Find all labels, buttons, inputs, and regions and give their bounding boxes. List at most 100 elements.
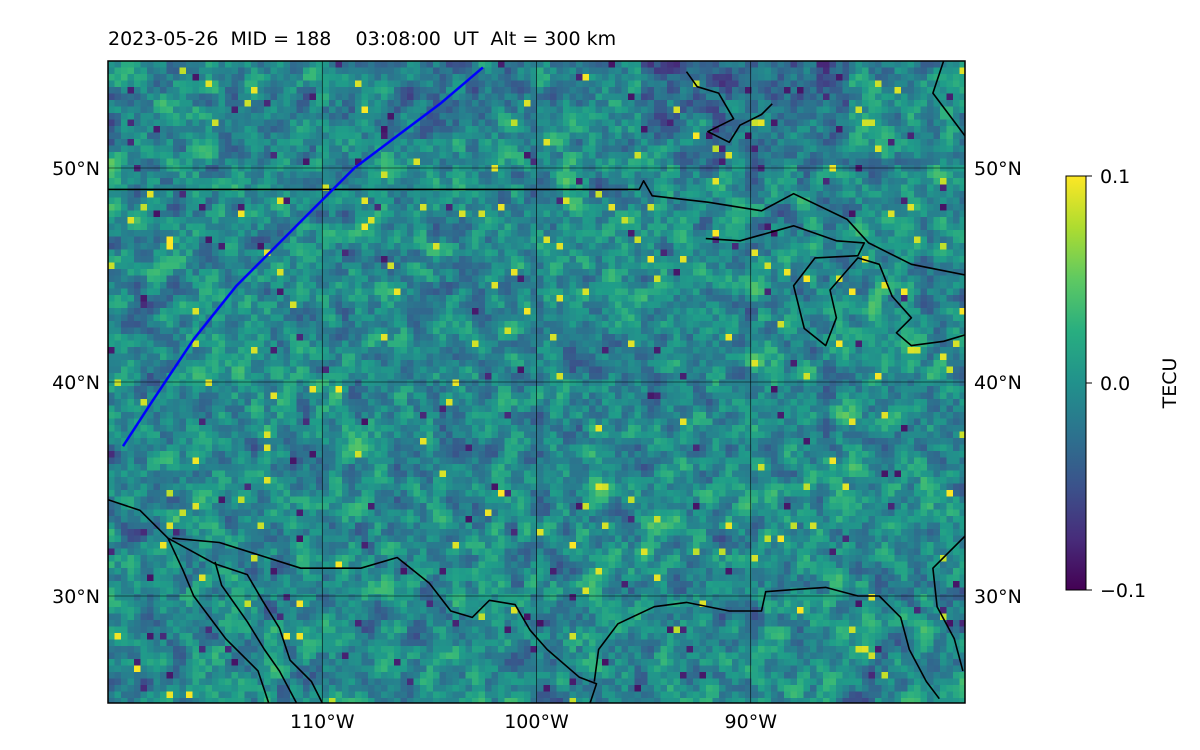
heatmap-cell <box>888 93 895 101</box>
heatmap-cell <box>686 113 694 120</box>
heatmap-cell <box>875 184 882 192</box>
heatmap-cell <box>556 243 564 250</box>
heatmap-cell <box>855 223 863 231</box>
heatmap-cell <box>472 243 479 250</box>
heatmap-cell <box>160 119 167 127</box>
heatmap-cell <box>868 80 876 88</box>
heatmap-cell <box>212 197 219 205</box>
heatmap-cell <box>953 243 960 250</box>
heatmap-cell <box>420 197 427 205</box>
heatmap-cell <box>680 119 687 127</box>
heatmap-cell <box>160 249 167 257</box>
heatmap-cell <box>686 145 694 153</box>
heatmap-cell <box>270 80 278 88</box>
heatmap-cell <box>530 126 538 133</box>
heatmap-cell <box>381 171 388 179</box>
heatmap-cell <box>140 275 148 283</box>
heatmap-cell <box>686 301 694 309</box>
heatmap-cell <box>680 132 687 140</box>
heatmap-cell <box>472 106 479 114</box>
heatmap-cell <box>179 113 187 120</box>
heatmap-cell <box>355 243 362 250</box>
heatmap-cell <box>823 269 830 276</box>
heatmap-cell <box>485 113 492 120</box>
heatmap-cell <box>446 126 453 133</box>
heatmap-cell <box>355 184 362 192</box>
heatmap-cell <box>322 132 330 140</box>
heatmap-cell <box>706 132 713 140</box>
heatmap-cell <box>264 282 271 289</box>
heatmap-cell <box>322 100 330 107</box>
heatmap-cell <box>621 106 629 114</box>
heatmap-cell <box>803 87 811 94</box>
heatmap-cell <box>322 262 330 270</box>
heatmap-cell <box>784 295 791 302</box>
heatmap-cell <box>192 210 200 218</box>
heatmap-cell <box>212 93 219 101</box>
heatmap-cell <box>738 197 746 205</box>
heatmap-cell <box>654 165 661 172</box>
heatmap-cell <box>498 113 505 120</box>
heatmap-cell <box>498 139 505 146</box>
heatmap-cell <box>816 217 824 224</box>
heatmap-cell <box>849 171 856 179</box>
heatmap-cell <box>459 152 466 159</box>
heatmap-cell <box>166 269 174 276</box>
heatmap-cell <box>179 210 187 218</box>
heatmap-cell <box>251 126 258 133</box>
heatmap-cell <box>803 67 811 75</box>
heatmap-cell <box>732 158 739 166</box>
heatmap-cell <box>192 132 200 140</box>
heatmap-cell <box>888 158 895 166</box>
heatmap-cell <box>803 178 811 185</box>
heatmap-cell <box>179 139 187 146</box>
heatmap-cell <box>244 249 252 257</box>
heatmap-cell <box>472 93 479 101</box>
heatmap-cell <box>186 301 193 309</box>
heatmap-cell <box>693 210 700 218</box>
heatmap-cell <box>238 87 245 94</box>
heatmap-cell <box>192 145 200 153</box>
heatmap-cell <box>491 217 499 224</box>
heatmap-cell <box>849 288 856 296</box>
heatmap-cell <box>803 243 811 250</box>
heatmap-cell <box>446 80 453 88</box>
heatmap-cell <box>602 100 609 107</box>
heatmap-cell <box>595 236 603 244</box>
heatmap-cell <box>654 67 661 75</box>
heatmap-cell <box>875 67 882 75</box>
heatmap-cell <box>901 197 908 205</box>
heatmap-cell <box>907 210 915 218</box>
heatmap-cell <box>439 113 447 120</box>
heatmap-cell <box>251 87 258 94</box>
heatmap-cell <box>654 262 661 270</box>
heatmap-cell <box>888 223 895 231</box>
heatmap-cell <box>355 106 362 114</box>
heatmap-cell <box>192 256 200 263</box>
heatmap-cell <box>413 191 421 198</box>
heatmap-cell <box>719 132 726 140</box>
heatmap-cell <box>940 61 947 68</box>
heatmap-cell <box>290 288 297 296</box>
heatmap-cell <box>654 61 661 68</box>
heatmap-cell <box>595 210 603 218</box>
heatmap-cell <box>608 132 616 140</box>
heatmap-cell <box>498 87 505 94</box>
heatmap-cell <box>121 275 128 283</box>
heatmap-cell <box>231 282 239 289</box>
heatmap-cell <box>855 269 863 276</box>
heatmap-cell <box>199 165 206 172</box>
heatmap-cell <box>335 119 343 127</box>
heatmap-cell <box>374 93 382 101</box>
heatmap-cell <box>309 230 317 237</box>
heatmap-cell <box>797 249 804 257</box>
heatmap-cell <box>725 132 733 140</box>
heatmap-cell <box>329 184 336 192</box>
heatmap-cell <box>277 106 284 114</box>
heatmap-cell <box>511 126 518 133</box>
heatmap-cell <box>660 197 668 205</box>
heatmap-cell <box>459 210 466 218</box>
heatmap-cell <box>192 249 200 257</box>
heatmap-cell <box>563 262 570 270</box>
heatmap-cell <box>621 119 629 127</box>
